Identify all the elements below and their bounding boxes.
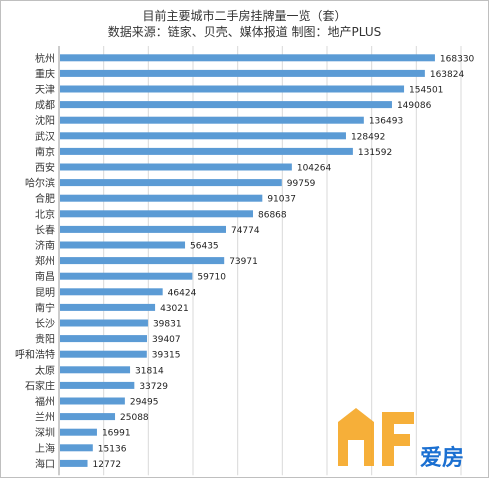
data-label: 99759 bbox=[287, 179, 316, 189]
bar bbox=[60, 116, 364, 124]
bar bbox=[60, 101, 392, 109]
category-label: 武汉 bbox=[35, 130, 55, 143]
category-label: 哈尔滨 bbox=[25, 177, 55, 190]
category-label: 杭州 bbox=[35, 52, 55, 65]
data-label: 59710 bbox=[197, 273, 226, 283]
data-label: 91037 bbox=[267, 195, 296, 205]
category-label: 沈阳 bbox=[35, 114, 55, 127]
bar bbox=[60, 303, 156, 311]
category-label: 天津 bbox=[35, 84, 55, 96]
data-label: 168330 bbox=[440, 54, 475, 64]
category-label: 呼和浩特 bbox=[15, 349, 55, 361]
data-label: 33729 bbox=[139, 382, 168, 392]
category-label: 兰州 bbox=[35, 411, 55, 424]
category-label: 南宁 bbox=[35, 301, 55, 314]
data-label: 163824 bbox=[430, 70, 465, 80]
bar bbox=[60, 319, 148, 327]
data-label: 131592 bbox=[358, 148, 392, 158]
watermark-logo-icon bbox=[338, 408, 414, 466]
bar bbox=[60, 288, 163, 296]
data-label: 29495 bbox=[130, 398, 159, 408]
data-label: 43021 bbox=[160, 304, 189, 314]
data-label: 46424 bbox=[168, 288, 197, 298]
data-label: 31814 bbox=[135, 366, 164, 376]
data-label: 73971 bbox=[229, 257, 258, 267]
category-label: 长春 bbox=[35, 224, 55, 236]
data-label: 56435 bbox=[190, 242, 219, 252]
bar bbox=[60, 272, 193, 280]
data-label: 39407 bbox=[152, 335, 181, 345]
bar bbox=[60, 397, 125, 405]
data-label: 39831 bbox=[153, 320, 182, 330]
category-label: 郑州 bbox=[35, 255, 55, 268]
bar bbox=[60, 366, 131, 374]
category-label: 南京 bbox=[35, 145, 55, 158]
data-label: 128492 bbox=[351, 132, 385, 142]
category-label: 西安 bbox=[35, 161, 55, 174]
category-label: 济南 bbox=[35, 239, 55, 252]
bar bbox=[60, 69, 425, 77]
bar bbox=[60, 350, 147, 358]
data-label: 149086 bbox=[397, 101, 432, 111]
bar bbox=[60, 335, 148, 343]
bar bbox=[60, 257, 225, 265]
bar bbox=[60, 444, 93, 452]
bar bbox=[60, 459, 88, 467]
data-label: 74774 bbox=[231, 226, 260, 236]
category-label: 重庆 bbox=[35, 67, 55, 80]
category-label: 太原 bbox=[35, 364, 55, 377]
category-label: 成都 bbox=[35, 100, 55, 112]
data-label: 104264 bbox=[297, 164, 332, 174]
data-label: 86868 bbox=[258, 210, 287, 220]
bar bbox=[60, 194, 263, 202]
bar bbox=[60, 163, 292, 171]
category-label: 海口 bbox=[35, 457, 55, 470]
bar bbox=[60, 225, 226, 233]
bar bbox=[60, 54, 435, 62]
category-label: 石家庄 bbox=[25, 379, 55, 392]
watermark-text: 爱房 bbox=[420, 446, 465, 471]
data-label: 39315 bbox=[152, 351, 181, 361]
bar bbox=[60, 147, 353, 155]
bar bbox=[60, 428, 97, 436]
category-label: 长沙 bbox=[35, 318, 55, 330]
bar bbox=[60, 413, 116, 421]
data-label: 16991 bbox=[102, 429, 131, 439]
data-label: 154501 bbox=[409, 86, 443, 96]
category-label: 深圳 bbox=[35, 427, 55, 439]
bar bbox=[60, 381, 135, 389]
data-label: 25088 bbox=[120, 413, 149, 423]
category-label: 北京 bbox=[35, 208, 55, 221]
data-label: 136493 bbox=[369, 117, 403, 127]
bar bbox=[60, 210, 254, 218]
bar bbox=[60, 241, 186, 249]
bar bbox=[60, 132, 346, 140]
category-label: 上海 bbox=[35, 442, 55, 455]
category-label: 贵阳 bbox=[35, 333, 55, 346]
data-label: 12772 bbox=[93, 460, 122, 470]
data-label: 15136 bbox=[98, 444, 127, 454]
bar bbox=[60, 85, 405, 93]
category-label: 福州 bbox=[35, 395, 55, 408]
category-label: 南昌 bbox=[35, 270, 55, 283]
category-label: 昆明 bbox=[35, 287, 55, 299]
chart-title: 目前主要城市二手房挂牌量一览（套） bbox=[142, 9, 347, 23]
bar bbox=[60, 179, 282, 187]
category-label: 合肥 bbox=[35, 192, 55, 205]
chart-subtitle: 数据来源：链家、贝壳、媒体报道 制图：地产PLUS bbox=[107, 25, 382, 39]
